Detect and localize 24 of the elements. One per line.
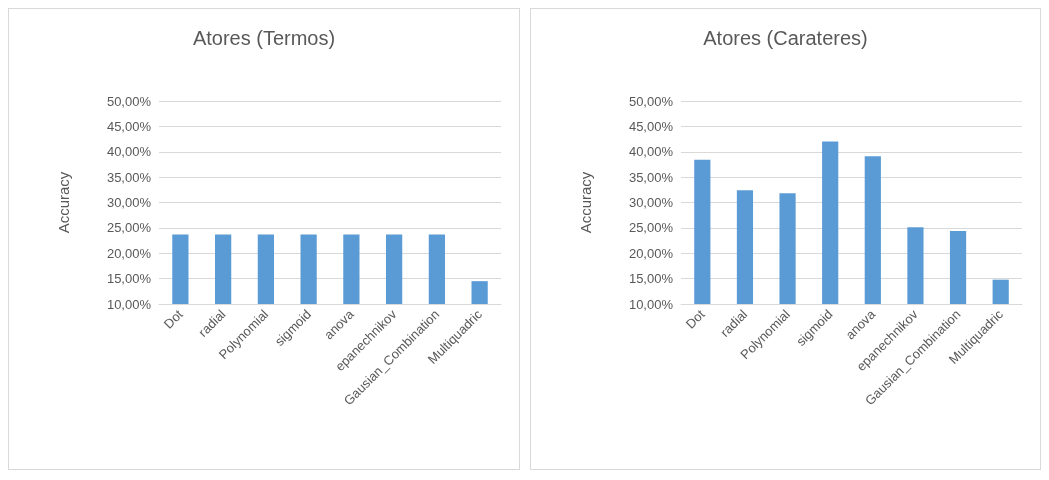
x-tick-label: Dot	[682, 306, 708, 332]
y-tick-label: 30,00%	[628, 195, 674, 210]
y-tick-label: 35,00%	[628, 169, 674, 185]
y-tick-label: 40,00%	[628, 144, 674, 160]
chart-title: Atores (Carateres)	[703, 27, 868, 49]
y-tick-label: 25,00%	[106, 220, 152, 236]
y-tick-label: 10,00%	[628, 296, 674, 312]
y-axis-title: Accuracy	[577, 171, 594, 234]
y-tick-label: 50,00%	[628, 93, 674, 109]
y-tick-label: 40,00%	[106, 144, 152, 160]
y-tick-label: 20,00%	[106, 245, 152, 261]
y-tick-label: 45,00%	[628, 118, 674, 134]
y-tick-label: 50,00%	[106, 93, 152, 109]
x-tick-label: Dot	[160, 306, 186, 332]
y-tick-label: 15,00%	[628, 271, 674, 287]
y-axis-title: Accuracy	[55, 171, 72, 234]
y-tick-label: 45,00%	[106, 118, 152, 134]
y-tick-label: 20,00%	[628, 245, 674, 261]
chart-title: Atores (Termos)	[192, 27, 336, 49]
y-tick-label: 15,00%	[106, 271, 152, 287]
y-tick-label: 35,00%	[106, 169, 152, 185]
y-tick-label: 10,00%	[106, 296, 152, 312]
y-tick-label: 25,00%	[628, 220, 674, 236]
y-tick-label: 30,00%	[106, 195, 152, 210]
